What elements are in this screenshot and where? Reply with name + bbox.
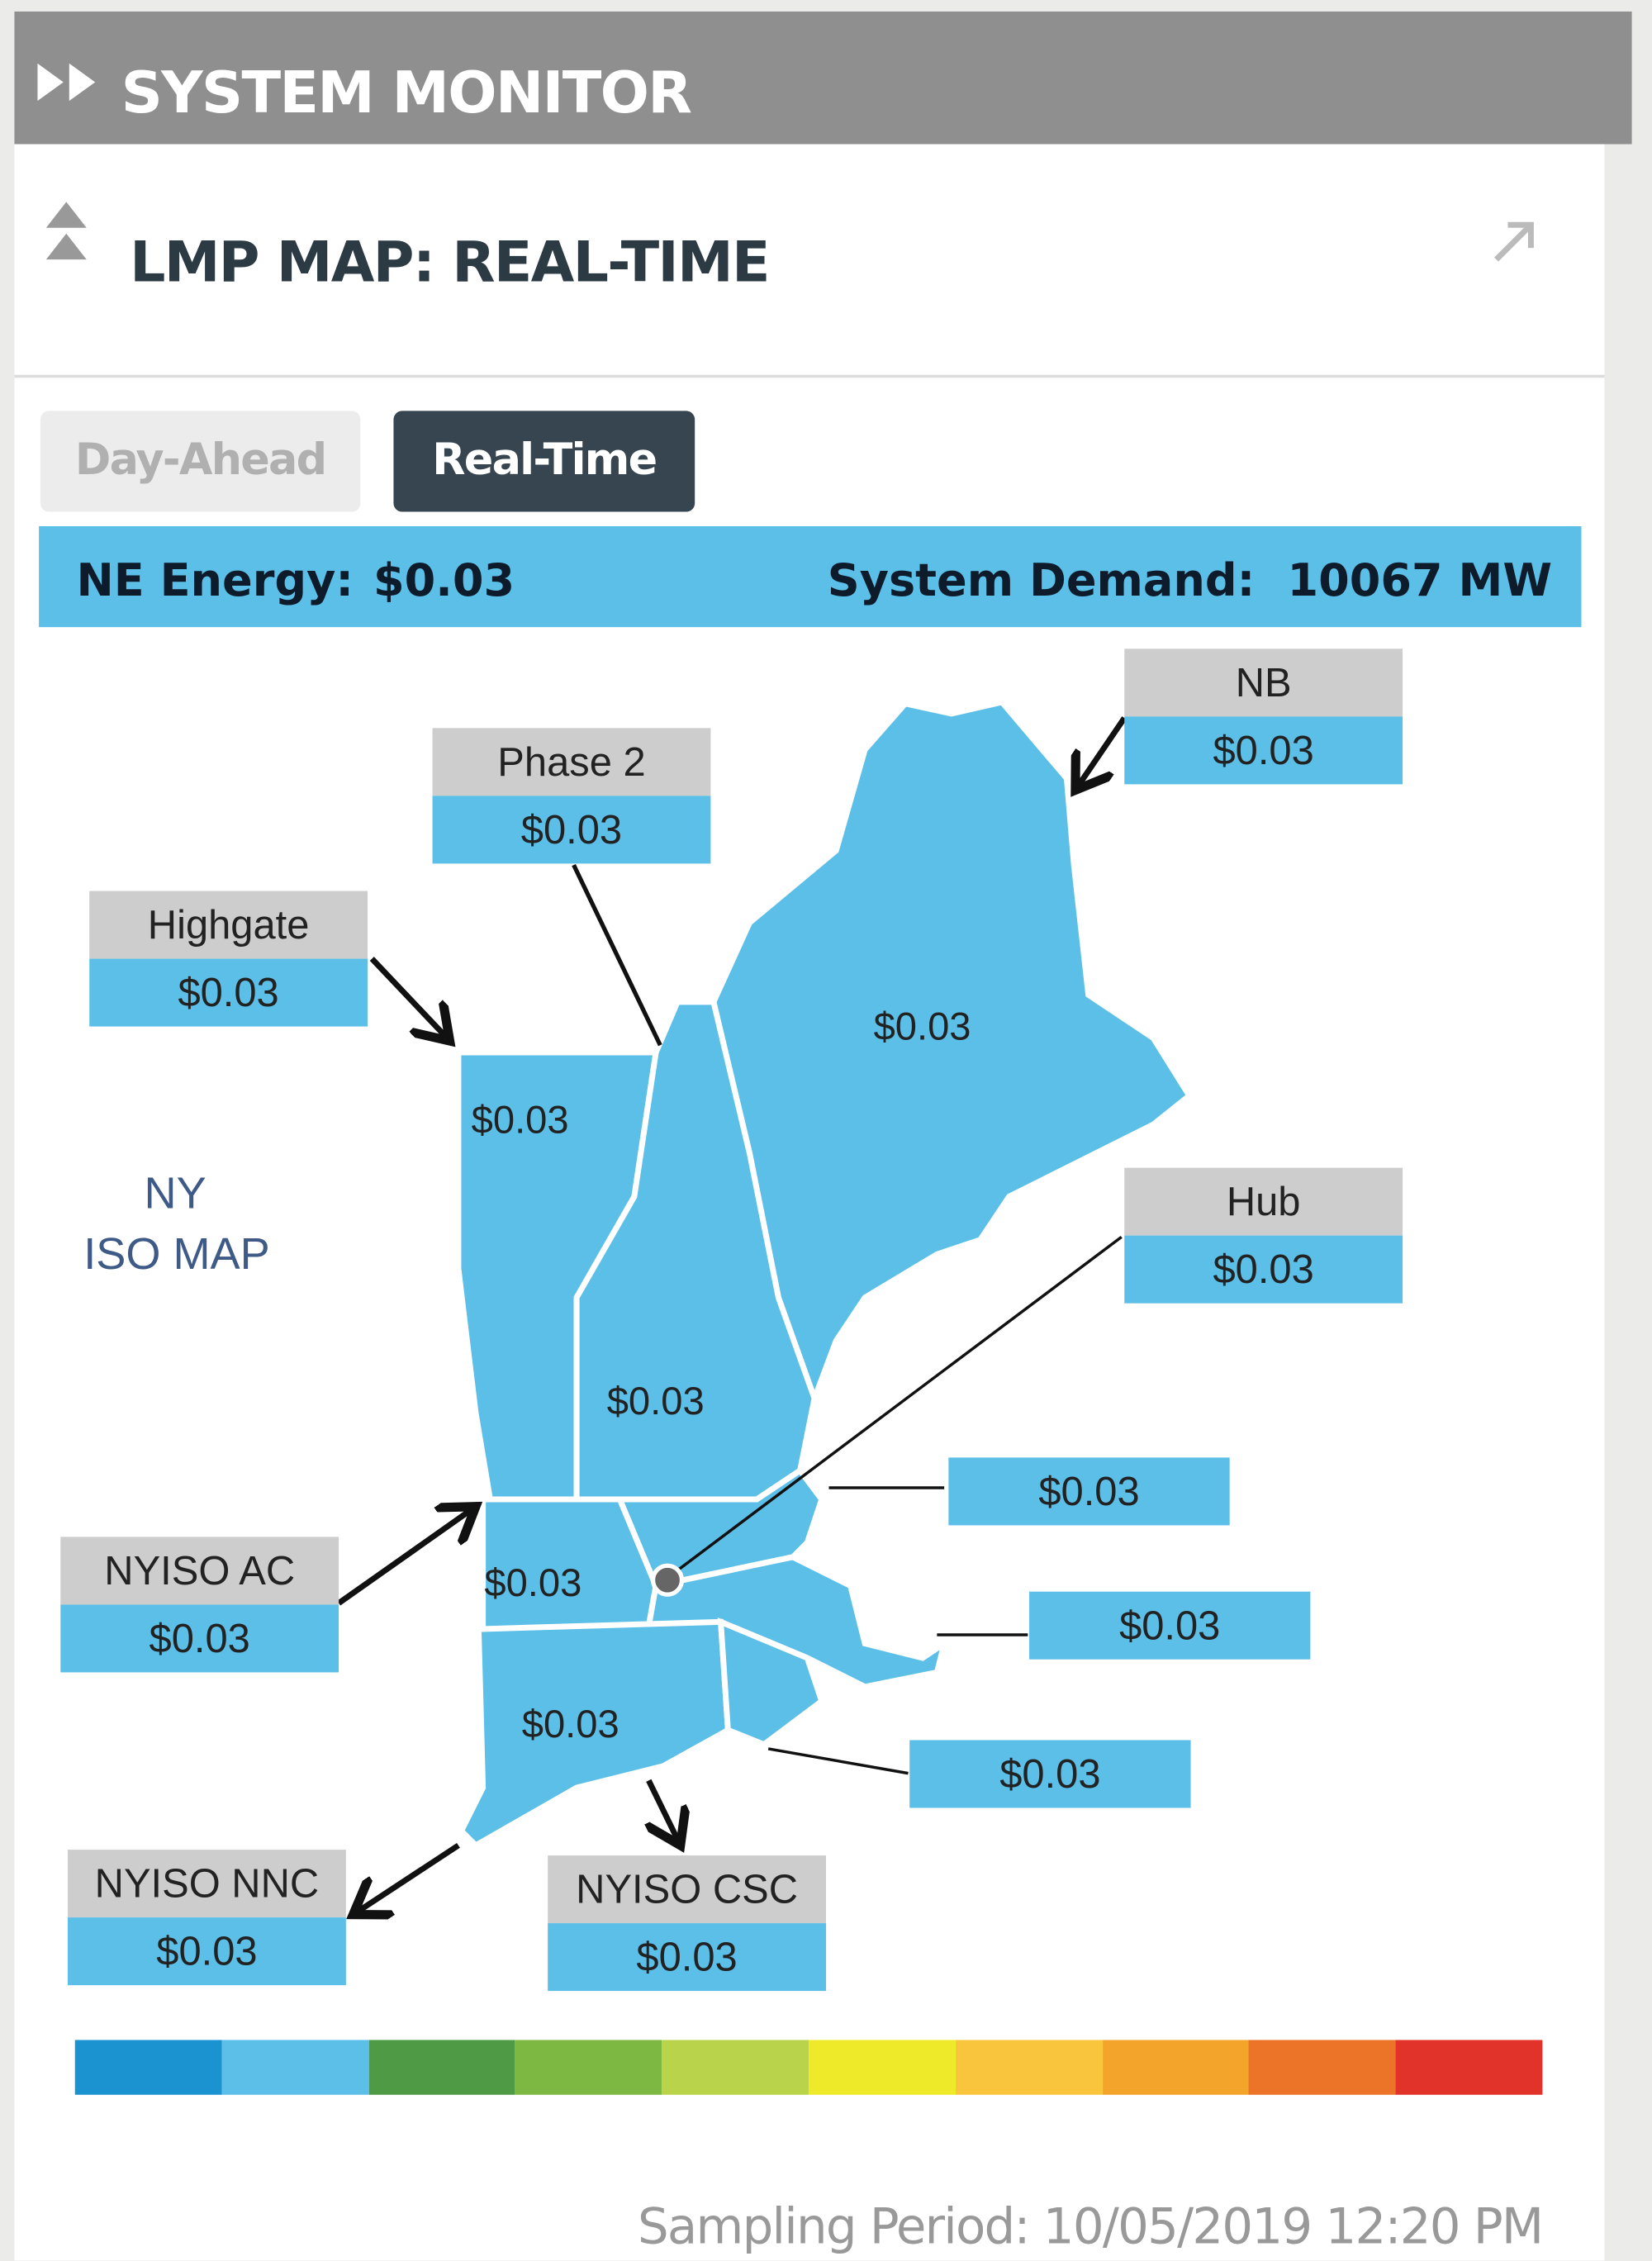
sampling-period: Sampling Period: 10/05/2019 12:20 PM <box>638 2198 1544 2257</box>
interface-name: Hub <box>1124 1167 1403 1236</box>
interface-hub[interactable]: Hub $0.03 <box>1124 1167 1403 1304</box>
zone-value-nema[interactable]: $0.03 <box>948 1457 1230 1526</box>
interface-name: NB <box>1124 648 1403 717</box>
color-scale-swatch <box>809 2040 956 2095</box>
nyiso-nnc-arrow <box>354 1842 460 1915</box>
zone-value-vermont: $0.03 <box>471 1098 569 1142</box>
phase2-line <box>572 863 662 1047</box>
external-arrow-icon[interactable] <box>1491 216 1540 265</box>
widget-title: LMP MAP: REAL-TIME <box>130 230 770 296</box>
interface-nyiso-csc[interactable]: NYISO CSC $0.03 <box>548 1855 826 1992</box>
nb-arrow <box>1075 716 1127 790</box>
interface-phase2[interactable]: Phase 2 $0.03 <box>432 728 711 864</box>
color-scale-swatch <box>955 2040 1103 2095</box>
interface-name: Phase 2 <box>432 728 711 796</box>
color-scale-swatch <box>368 2040 515 2095</box>
nyiso-ac-arrow <box>337 1507 476 1606</box>
interface-value: $0.03 <box>1124 1235 1403 1304</box>
zone-value-rhode-island[interactable]: $0.03 <box>909 1740 1191 1808</box>
zone-value-sema[interactable]: $0.03 <box>1029 1591 1311 1660</box>
zone-maine[interactable] <box>710 699 1194 1407</box>
zone-value-maine: $0.03 <box>873 1005 971 1048</box>
tab-real-time[interactable]: Real-Time <box>393 411 695 512</box>
zone-value-new-hampshire: $0.03 <box>606 1380 705 1423</box>
color-scale-swatch <box>515 2040 662 2095</box>
color-scale-swatch <box>1395 2040 1543 2095</box>
system-monitor-header: SYSTEM MONITOR <box>14 11 1632 145</box>
color-scale-legend <box>74 2040 1543 2095</box>
header-title: SYSTEM MONITOR <box>121 60 692 127</box>
color-scale-swatch <box>1102 2040 1249 2095</box>
divider <box>14 374 1605 378</box>
hub-line <box>669 1235 1123 1577</box>
interface-nyiso-nnc[interactable]: NYISO NNC $0.03 <box>68 1850 346 1986</box>
double-chevron-right-icon <box>37 63 96 102</box>
collapse-up-icon[interactable] <box>43 202 89 265</box>
interface-name: NYISO NNC <box>68 1850 346 1918</box>
interface-name: NYISO AC <box>60 1537 339 1605</box>
ne-energy-label: NE Energy: <box>76 554 354 607</box>
interface-value: $0.03 <box>68 1917 346 1986</box>
interface-value: $0.03 <box>60 1604 339 1673</box>
tab-day-ahead[interactable]: Day-Ahead <box>40 411 361 512</box>
zone-rhode-island[interactable] <box>717 1617 825 1748</box>
ne-energy-value: $0.03 <box>373 554 515 607</box>
zone-value-connecticut: $0.03 <box>521 1703 620 1746</box>
interface-nb[interactable]: NB $0.03 <box>1124 648 1403 785</box>
color-scale-swatch <box>221 2040 369 2095</box>
color-scale-swatch <box>74 2040 222 2095</box>
interface-highgate[interactable]: Highgate $0.03 <box>89 891 368 1027</box>
ny-iso-map-link[interactable]: ISO MAP <box>83 1228 270 1279</box>
color-scale-swatch <box>662 2040 809 2095</box>
system-demand-label: System Demand: <box>827 554 1256 607</box>
ny-label: NY <box>144 1167 206 1218</box>
interface-value: $0.03 <box>1124 716 1403 785</box>
interface-name: Highgate <box>89 891 368 959</box>
interface-nyiso-ac[interactable]: NYISO AC $0.03 <box>60 1537 339 1673</box>
interface-value: $0.03 <box>548 1923 826 1992</box>
highgate-arrow <box>369 957 449 1041</box>
hub-marker[interactable] <box>650 1563 685 1597</box>
system-demand-value: 10067 MW <box>1287 554 1553 607</box>
interface-value: $0.03 <box>89 958 368 1027</box>
interface-name: NYISO CSC <box>548 1855 826 1924</box>
zone-value-wcma: $0.03 <box>484 1561 582 1605</box>
summary-bar: NE Energy: $0.03 System Demand: 10067 MW <box>39 525 1582 628</box>
zone-new-hampshire[interactable] <box>573 999 818 1503</box>
ri-line <box>767 1747 909 1775</box>
interface-value: $0.03 <box>432 796 711 864</box>
color-scale-swatch <box>1248 2040 1396 2095</box>
nyiso-csc-arrow <box>648 1779 680 1845</box>
